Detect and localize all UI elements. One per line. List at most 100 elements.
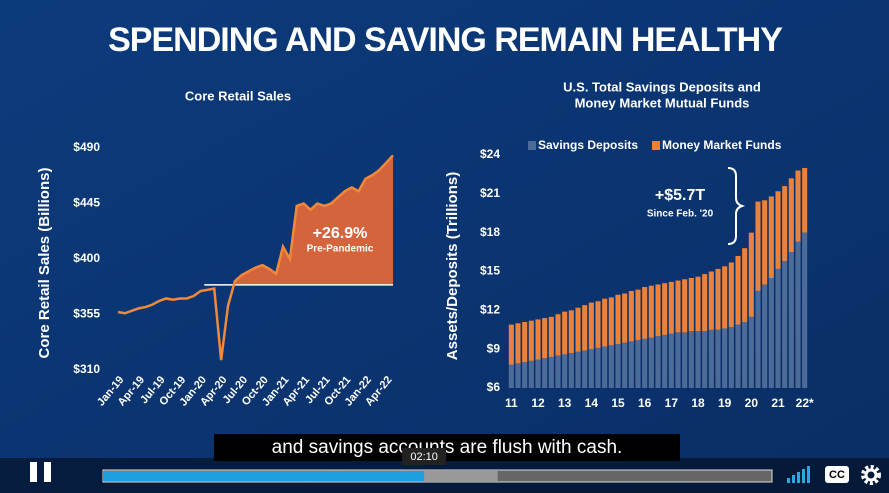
bar-segment (802, 167, 808, 233)
bar-segment (548, 316, 554, 357)
bar-segment (668, 281, 674, 334)
bar-segment (722, 266, 728, 329)
y-tick-label: $6 (487, 380, 501, 394)
legend-label: Money Market Funds (662, 138, 782, 152)
bar-segment (508, 324, 514, 365)
bar-segment (742, 321, 748, 388)
chart-title: Money Market Mutual Funds (575, 95, 750, 110)
bar-segment (588, 302, 594, 350)
legend-swatch (528, 141, 536, 150)
y-tick-label: $445 (73, 196, 100, 210)
y-axis-title: Assets/Deposits (Trillions) (444, 172, 461, 360)
bar-segment (562, 311, 568, 355)
bar-segment (762, 200, 768, 285)
pause-button[interactable] (30, 462, 51, 482)
bar-segment (642, 338, 648, 388)
vol-bar (787, 478, 790, 483)
bar-segment (768, 277, 774, 388)
chart-title: U.S. Total Savings Deposits and (563, 79, 761, 94)
legend-label: Savings Deposits (538, 138, 638, 152)
annotation: +26.9% (313, 225, 368, 242)
bar-segment (782, 186, 788, 262)
vol-bar (807, 466, 810, 483)
bar-segment (802, 232, 808, 388)
y-axis-title: Core Retail Sales (Billions) (36, 168, 53, 359)
bar-segment (555, 314, 561, 356)
bar-segment (775, 191, 781, 269)
bracket (727, 167, 746, 245)
bar-segment (575, 351, 581, 388)
pause-bar (30, 462, 37, 482)
bar-segment (528, 360, 534, 388)
bar-segment (708, 271, 714, 330)
bar-segment (755, 201, 761, 291)
cc-label: CC (829, 469, 845, 481)
bar-segment (675, 332, 681, 388)
bar-segment (675, 280, 681, 333)
area-fill (234, 155, 393, 285)
bar-segment (662, 334, 668, 388)
x-tick-label: 19 (718, 396, 732, 410)
annotation-sub: Since Feb. '20 (647, 209, 714, 220)
bar-segment (662, 283, 668, 335)
gear (861, 465, 881, 485)
played (103, 471, 425, 481)
bar-segment (628, 290, 634, 342)
bar-segment (568, 353, 574, 388)
bar-segment (562, 354, 568, 388)
settings-button[interactable] (861, 465, 881, 485)
y-tick-label: $310 (73, 362, 100, 376)
bar-segment (628, 341, 634, 388)
bar-segment (582, 305, 588, 351)
bar-segment (735, 324, 741, 388)
vol-bar (802, 469, 805, 483)
bar-segment (542, 318, 548, 359)
y-tick-label: $12 (480, 303, 500, 317)
gear-hub (864, 468, 878, 482)
bar-segment (755, 290, 761, 388)
bar-segment (528, 320, 534, 361)
annotation-sub: Pre-Pandemic (307, 244, 374, 255)
x-tick-label: 21 (771, 396, 785, 410)
bar-segment (535, 319, 541, 360)
bar-segment (728, 262, 734, 328)
bar-segment (595, 301, 601, 348)
bar-segment (788, 252, 794, 388)
volume[interactable] (787, 466, 810, 483)
vol-bar (797, 472, 800, 483)
bar-segment (522, 362, 528, 388)
bar-segment (795, 241, 801, 388)
bar-segment (788, 178, 794, 253)
bar-segment (708, 329, 714, 388)
time-label: 02:10 (410, 451, 438, 463)
bar-segment (795, 170, 801, 242)
bar-segment (635, 340, 641, 388)
caption: and savings accounts are flush with cash… (272, 437, 623, 458)
annotation: +$5.7T (655, 187, 705, 204)
bar-segment (702, 331, 708, 388)
bar-segment (742, 248, 748, 322)
x-tick-label: 16 (638, 396, 652, 410)
vol-bar (792, 475, 795, 483)
bar-segment (555, 355, 561, 388)
y-tick-label: $15 (480, 264, 500, 278)
y-tick-label: $400 (73, 251, 100, 265)
bar-segment (728, 327, 734, 388)
y-tick-label: $9 (487, 341, 501, 355)
bar-segment (655, 336, 661, 388)
bar-segment (582, 350, 588, 388)
bar-segment (608, 345, 614, 388)
bar-segment (522, 321, 528, 363)
bar-segment (615, 294, 621, 344)
y-tick-label: $24 (480, 147, 500, 161)
cc-button[interactable] (825, 466, 849, 483)
x-tick-label: 11 (505, 396, 518, 410)
bar-segment (782, 261, 788, 388)
bar-segment (575, 307, 581, 352)
x-tick-label: 14 (585, 396, 599, 410)
y-tick-label: $21 (480, 186, 500, 200)
bar-segment (768, 196, 774, 278)
caption-box (214, 434, 680, 461)
